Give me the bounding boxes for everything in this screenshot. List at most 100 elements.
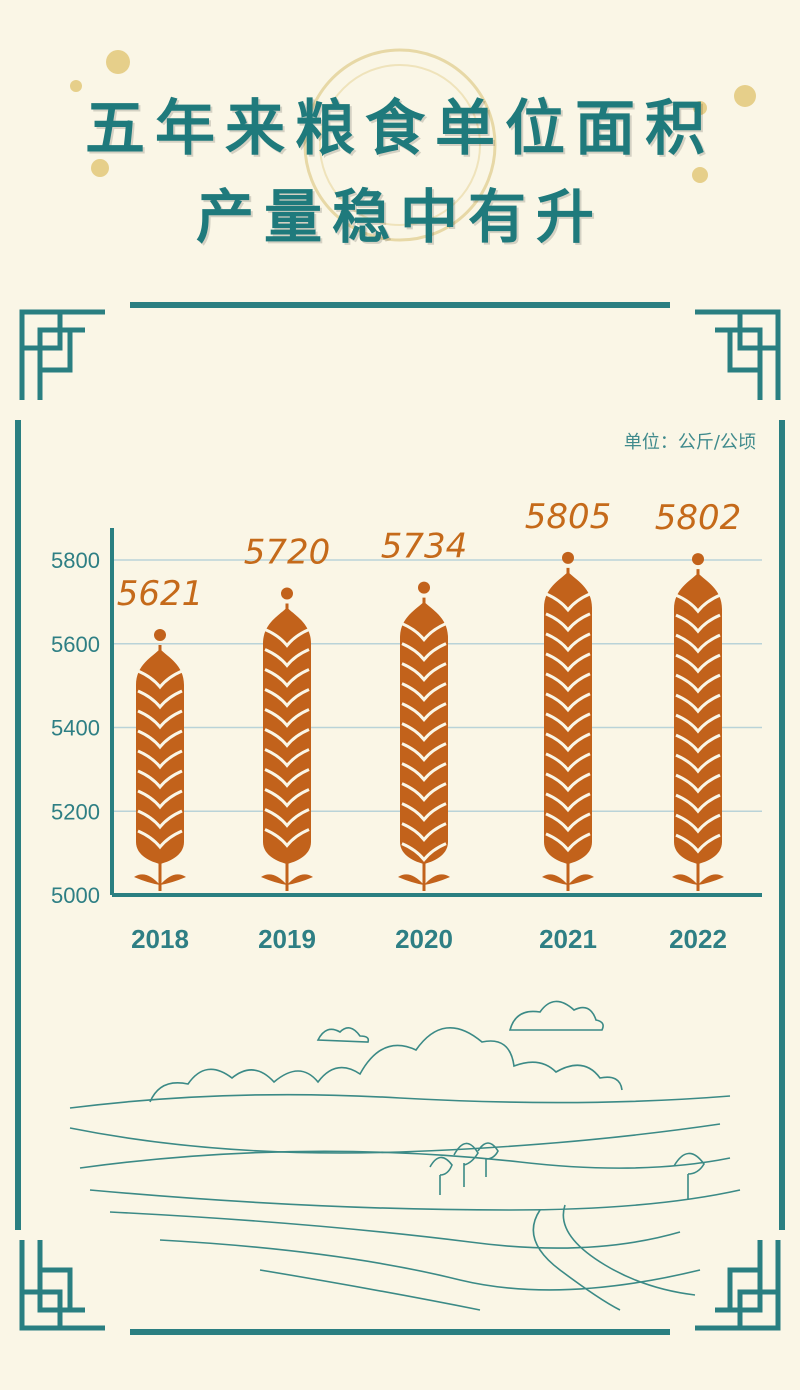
wheat-grain-line [545, 812, 591, 833]
wheat-body [136, 648, 184, 864]
wheat-grain-line [545, 692, 591, 713]
wheat-grain-line [137, 689, 183, 710]
corner-bottom-left [19, 1240, 105, 1331]
cloud-left [316, 1027, 370, 1043]
wheat-grain-line [401, 842, 447, 863]
wheat-grain-line [675, 773, 721, 794]
x-tick-label: 2020 [395, 924, 453, 954]
wheat-tip [154, 628, 166, 641]
wheat-leaf [568, 874, 594, 885]
y-tick-label: 5800 [51, 548, 100, 573]
wheat-grain-line [401, 682, 447, 703]
wheat-grain-line [545, 592, 591, 613]
wheat-grain-line [264, 768, 310, 788]
value-label: 5621 [117, 574, 204, 614]
tree-group [429, 1142, 499, 1195]
wheat-leaf [160, 874, 186, 885]
tree-right [673, 1152, 705, 1200]
wheat-tip [281, 587, 293, 600]
wheat-grain-line [545, 632, 591, 653]
field-line-5 [259, 1269, 481, 1311]
wheat-grain-line [675, 673, 721, 694]
value-labels: 5621 5720 5734 5805 5802 [117, 497, 742, 614]
wheat-grain-line [264, 728, 310, 748]
wheat-grain-line [675, 793, 721, 814]
corner-bottom-right [695, 1240, 781, 1331]
field-line-1 [79, 1150, 731, 1169]
wheat-grain-line [137, 729, 183, 750]
decorative-dot [692, 167, 708, 183]
wheat-grain-line [675, 693, 721, 714]
wheat-grain-line [264, 688, 310, 708]
y-tick-label: 5000 [51, 883, 100, 908]
title-line-2: 产量稳中有升 [195, 183, 604, 251]
value-label: 5805 [525, 497, 612, 537]
field-line-2 [89, 1189, 741, 1211]
chart: 5000 5200 5400 5600 5800 2018 2019 2020 2021 202… [51, 497, 762, 954]
wheat-tip [418, 581, 430, 594]
y-tick-labels: 5000 5200 5400 5600 5800 [51, 548, 100, 908]
wheat-grain-line [264, 668, 310, 688]
wheat-grain-line [264, 628, 310, 648]
wheat-grain-line [264, 808, 310, 828]
wheat-leaf [424, 874, 450, 885]
wheat-grain-line [675, 733, 721, 754]
decorative-dot [693, 101, 707, 115]
wheat-grain-line [675, 593, 721, 614]
decorative-ring-inner [319, 64, 481, 226]
wheat-grain-line [401, 622, 447, 643]
wheat-grain-line [545, 672, 591, 693]
wheat-grain-line [401, 722, 447, 743]
wheat-grain-line [545, 792, 591, 813]
title-decoration [70, 48, 756, 242]
wheat-grain-line [675, 813, 721, 834]
road-line-2 [562, 1204, 696, 1296]
decorative-dot [106, 50, 130, 74]
value-label: 5720 [244, 533, 331, 573]
y-tick-label: 5200 [51, 799, 100, 824]
wheat-grain-line [401, 762, 447, 783]
x-tick-label: 2021 [539, 924, 597, 954]
x-tick-label: 2022 [669, 924, 727, 954]
chart-axes [110, 528, 762, 897]
wheat-grain-line [137, 669, 183, 690]
corner-top-right [695, 309, 781, 400]
value-label: 5802 [655, 498, 742, 538]
wheat-grain-line [137, 749, 183, 770]
wheat-grain-line [675, 633, 721, 654]
wheat-grain-line [401, 822, 447, 843]
decorative-dot [734, 85, 756, 107]
wheat-body [674, 573, 722, 864]
decorative-dot [91, 159, 109, 177]
corner-top-left [19, 309, 105, 400]
decorative-ring [303, 48, 497, 242]
wheat-tip [562, 551, 574, 564]
wheat-grain-line [264, 708, 310, 728]
title-area: 五年来粮食单位面积 产量稳中有升 [0, 0, 800, 260]
wheat-grain-line [675, 833, 721, 854]
wheat-grain-line [401, 742, 447, 763]
wheat-ear-mark [672, 553, 724, 891]
wheat-body [544, 571, 592, 864]
wheat-grain-line [401, 802, 447, 823]
chart-marks [134, 551, 724, 891]
wheat-leaf [698, 874, 724, 885]
cloud-right [508, 1000, 604, 1031]
wheat-grain-line [675, 653, 721, 674]
wheat-grain-line [545, 612, 591, 633]
wheat-ear-mark [542, 551, 594, 891]
wheat-grain-line [264, 828, 310, 848]
x-tick-label: 2019 [258, 924, 316, 954]
field-line-4 [159, 1239, 701, 1291]
wheat-grain-line [675, 613, 721, 634]
wheat-grain-line [401, 662, 447, 683]
wheat-grain-line [675, 753, 721, 774]
x-tick-labels: 2018 2019 2020 2021 2022 [131, 924, 727, 954]
wheat-grain-line [675, 713, 721, 734]
wheat-ear-mark [398, 581, 450, 891]
wheat-grain-line [401, 702, 447, 723]
field-line-3 [109, 1211, 681, 1249]
wheat-grain-line [545, 772, 591, 793]
wheat-leaf [542, 874, 568, 885]
